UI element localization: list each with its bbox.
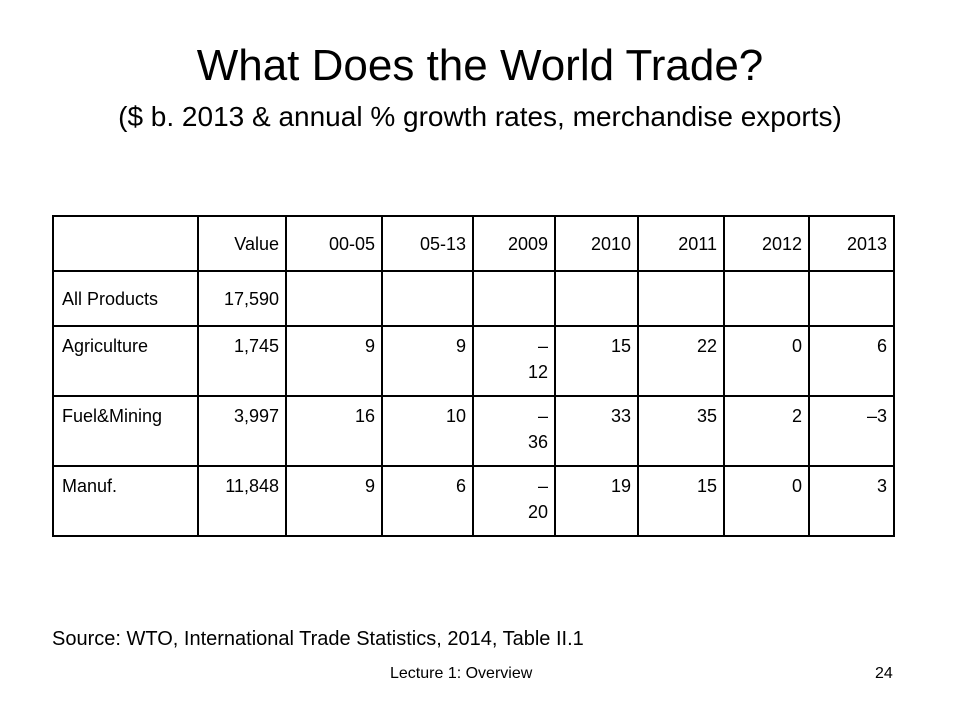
header-cell: 2010 bbox=[554, 215, 639, 272]
header-cell: 2009 bbox=[472, 215, 556, 272]
header-cell: Value bbox=[197, 215, 287, 272]
header-cell: 2011 bbox=[637, 215, 725, 272]
table-cell: 17,590 bbox=[197, 270, 287, 327]
table-cell: 19 bbox=[554, 465, 639, 537]
table-cell: 0 bbox=[723, 325, 810, 397]
table-cell: – 36 bbox=[472, 395, 556, 467]
table-cell: 16 bbox=[285, 395, 383, 467]
table-cell: 0 bbox=[723, 465, 810, 537]
table-row: Manuf. 11,848 9 6 – 20 19 15 0 3 bbox=[52, 465, 895, 537]
header-cell: 2012 bbox=[723, 215, 810, 272]
table-cell: 11,848 bbox=[197, 465, 287, 537]
table-cell: 33 bbox=[554, 395, 639, 467]
table-cell: 6 bbox=[808, 325, 895, 397]
header-cell bbox=[52, 215, 199, 272]
row-label: All Products bbox=[52, 270, 199, 327]
table-header-row: Value 00-05 05-13 2009 2010 2011 2012 20… bbox=[52, 215, 895, 272]
table-cell bbox=[285, 270, 383, 327]
table-cell bbox=[554, 270, 639, 327]
slide-subtitle: ($ b. 2013 & annual % growth rates, merc… bbox=[118, 101, 842, 132]
table-cell: 35 bbox=[637, 395, 725, 467]
table-cell bbox=[723, 270, 810, 327]
table-cell bbox=[472, 270, 556, 327]
table-cell: 2 bbox=[723, 395, 810, 467]
table-row: Agriculture 1,745 9 9 – 12 15 22 0 6 bbox=[52, 325, 895, 397]
table-cell: – 20 bbox=[472, 465, 556, 537]
table-cell: 6 bbox=[381, 465, 474, 537]
table-cell: 9 bbox=[381, 325, 474, 397]
row-label: Fuel&Mining bbox=[52, 395, 199, 467]
table-cell: 22 bbox=[637, 325, 725, 397]
slide-title: What Does the World Trade? bbox=[196, 41, 764, 90]
table-cell: 3 bbox=[808, 465, 895, 537]
table-cell bbox=[637, 270, 725, 327]
table-cell: 15 bbox=[554, 325, 639, 397]
table-cell: 10 bbox=[381, 395, 474, 467]
row-label: Manuf. bbox=[52, 465, 199, 537]
slide-number: 24 bbox=[875, 665, 893, 682]
table-cell: 15 bbox=[637, 465, 725, 537]
footer-lecture: Lecture 1: Overview bbox=[390, 665, 533, 682]
table-cell: 3,997 bbox=[197, 395, 287, 467]
header-cell: 00-05 bbox=[285, 215, 383, 272]
table-cell bbox=[808, 270, 895, 327]
table-row: Fuel&Mining 3,997 16 10 – 36 33 35 2 –3 bbox=[52, 395, 895, 467]
header-cell: 05-13 bbox=[381, 215, 474, 272]
table-cell: 1,745 bbox=[197, 325, 287, 397]
table-cell bbox=[381, 270, 474, 327]
table-cell: –3 bbox=[808, 395, 895, 467]
table-cell: 9 bbox=[285, 325, 383, 397]
table-cell: 9 bbox=[285, 465, 383, 537]
header-cell: 2013 bbox=[808, 215, 895, 272]
row-label: Agriculture bbox=[52, 325, 199, 397]
source-note: Source: WTO, International Trade Statist… bbox=[52, 628, 584, 650]
trade-table: Value 00-05 05-13 2009 2010 2011 2012 20… bbox=[52, 215, 895, 537]
table-cell: – 12 bbox=[472, 325, 556, 397]
table-row: All Products 17,590 bbox=[52, 270, 895, 327]
